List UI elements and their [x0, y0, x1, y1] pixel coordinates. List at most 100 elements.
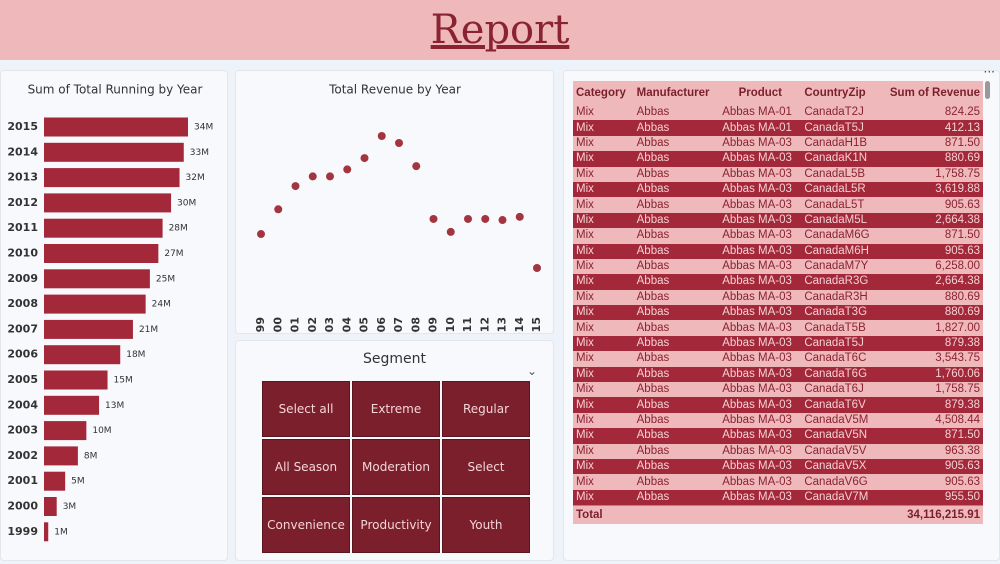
dot — [464, 214, 472, 223]
x-tick-label: 2005 — [358, 317, 371, 333]
table-cell: 1,827.00 — [878, 320, 983, 336]
scatter-chart: Total Revenue by Year 1999 2000 2001 2002 200… — [254, 83, 543, 348]
table-cell: Mix — [573, 181, 634, 198]
dropdown-chevron[interactable]: ⌄ — [527, 364, 538, 378]
table-cell: Abbas — [633, 351, 720, 367]
table-cell: Abbas MA-03 — [719, 274, 802, 290]
table-cell: Mix — [573, 351, 634, 367]
table-row: Mix Abbas Abbas MA-03 CanadaH1B 871.50 — [573, 135, 983, 152]
table-cell: Abbas — [633, 166, 720, 182]
slicer-button[interactable]: Regular — [442, 381, 530, 437]
table-panel: ··· Category Manufacturer Product CountryZi… — [563, 65, 1000, 561]
slicer-button[interactable]: Extreme — [352, 381, 440, 437]
table-cell: CanadaT6V — [801, 397, 879, 413]
dot — [515, 212, 524, 221]
dot — [326, 172, 334, 181]
table-cell: Mix — [573, 120, 634, 136]
table-cell: Abbas — [633, 289, 720, 306]
data-label: 25M — [156, 274, 175, 284]
table-row: Mix Abbas Abbas MA-03 CanadaV5N 871.50 — [573, 428, 983, 444]
y-tick-label: 2010 — [7, 247, 38, 260]
table-cell: Mix — [573, 458, 634, 475]
y-tick-label: 2005 — [7, 373, 38, 386]
slicer-button[interactable]: Convenience — [262, 497, 350, 553]
slicer-button[interactable]: Youth — [442, 497, 530, 553]
data-table: Category Manufacturer Product CountryZip Sum… — [573, 81, 983, 525]
table-cell: Abbas — [633, 135, 720, 152]
table-cell: Abbas MA-03 — [719, 335, 802, 352]
table-cell: Mix — [573, 305, 634, 321]
y-tick-label: 2004 — [7, 398, 38, 411]
table-cell: Abbas MA-03 — [719, 320, 802, 336]
table-cell: 2,664.38 — [878, 212, 983, 229]
scrollbar[interactable] — [985, 81, 990, 99]
slicer-button[interactable]: Moderation — [352, 439, 440, 495]
table-cell: Mix — [573, 258, 634, 275]
data-label: 10M — [92, 426, 111, 436]
table-cell: Abbas MA-03 — [719, 366, 802, 383]
bar — [44, 319, 133, 339]
y-tick-label: 2001 — [7, 474, 38, 487]
total-label: Total — [573, 505, 879, 525]
x-tick-label: 2011 — [461, 317, 474, 333]
table-cell: Abbas MA-03 — [719, 151, 802, 167]
table-row: Mix Abbas Abbas MA-03 CanadaL5T 905.63 — [573, 197, 983, 213]
table-cell: Mix — [573, 397, 634, 413]
table-row: Mix Abbas Abbas MA-03 CanadaT5B 1,827.00 — [573, 320, 983, 336]
table-cell: Mix — [573, 382, 634, 398]
data-label: 30M — [177, 198, 196, 208]
bar — [44, 345, 121, 365]
table-row: Mix Abbas Abbas MA-03 CanadaV5V 963.38 — [573, 443, 983, 459]
table-row: Mix Abbas Abbas MA-03 CanadaV7M 955.50 — [573, 489, 983, 506]
table-cell: Abbas — [633, 412, 720, 429]
table-cell: 1,760.06 — [878, 366, 983, 383]
table-cell: Mix — [573, 320, 634, 336]
x-tick-label: 2009 — [427, 317, 440, 333]
table-cell: Mix — [573, 428, 634, 444]
table-cell: 880.69 — [878, 305, 983, 321]
slicer-button[interactable]: Productivity — [352, 497, 440, 553]
bar — [44, 218, 163, 238]
dot — [274, 205, 283, 214]
table-cell: Abbas — [633, 366, 720, 383]
y-tick-label: 2013 — [7, 171, 38, 184]
table-cell: 4,508.44 — [878, 412, 983, 429]
dot — [412, 162, 421, 171]
y-tick-label: 2014 — [7, 145, 38, 158]
table-cell: 6,258.00 — [878, 258, 983, 275]
report-title: Report — [430, 7, 570, 53]
y-tick-label: 2015 — [7, 120, 38, 133]
table-cell: Abbas MA-03 — [719, 474, 802, 490]
table-cell: Mix — [573, 443, 634, 459]
table-cell: 871.50 — [878, 228, 983, 244]
more-options[interactable]: ··· — [983, 65, 995, 79]
table-cell: Abbas MA-03 — [719, 243, 802, 259]
y-tick-label: 2008 — [7, 297, 38, 310]
total-row: Total 34,116,215.91 — [573, 505, 983, 525]
slicer-button[interactable]: Select all — [262, 381, 350, 437]
table-row: Mix Abbas Abbas MA-03 CanadaL5R 3,619.88 — [573, 181, 983, 198]
table-cell: Abbas MA-03 — [719, 443, 802, 459]
bar — [44, 117, 188, 137]
x-tick-label: 2014 — [513, 317, 526, 333]
table-cell: Abbas — [633, 489, 720, 506]
slicer-button[interactable]: All Season — [262, 439, 350, 495]
data-label: 28M — [169, 224, 188, 234]
table-cell: CanadaT6G — [801, 366, 879, 383]
table-cell: Abbas MA-03 — [719, 228, 802, 244]
table-cell: Abbas — [633, 120, 720, 136]
table-cell: CanadaT6J — [801, 382, 879, 398]
data-label: 5M — [71, 477, 85, 487]
table-cell: CanadaK1N — [801, 151, 879, 167]
dot — [291, 182, 300, 191]
table-cell: Mix — [573, 166, 634, 182]
data-label: 34M — [194, 123, 213, 133]
table-row: Mix Abbas Abbas MA-03 CanadaM6H 905.63 — [573, 243, 983, 259]
slicer-button[interactable]: Select — [442, 439, 530, 495]
table-row: Mix Abbas Abbas MA-03 CanadaT6G 1,760.06 — [573, 366, 983, 383]
dot — [377, 132, 386, 140]
bar — [44, 168, 180, 188]
table-cell: Mix — [573, 289, 634, 306]
table-cell: Mix — [573, 412, 634, 429]
